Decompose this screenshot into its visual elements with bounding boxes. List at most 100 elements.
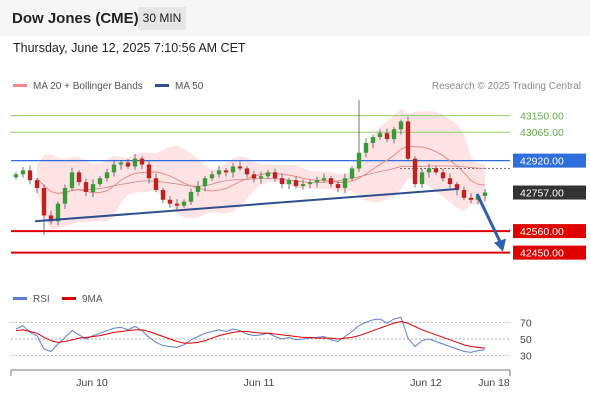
ma50-legend-swatch [155, 84, 169, 87]
rsi-line [15, 316, 486, 353]
last-price-label-box [513, 185, 586, 200]
resistance-label: 43150.00 [520, 111, 564, 123]
candle-body [342, 178, 348, 189]
timeframe-button[interactable]: 30 MIN [138, 7, 186, 30]
bollinger-band-fill [37, 109, 485, 230]
candle-body [90, 184, 96, 192]
rsi-panel: 70 50 30 [11, 316, 532, 363]
candle-body [272, 172, 278, 179]
candle-body [300, 184, 306, 187]
rsi-tick-label: 30 [520, 351, 532, 363]
candle-body [265, 172, 271, 177]
candle-body [34, 180, 40, 189]
forecast-arrow-head [494, 238, 506, 252]
candle-body [363, 142, 369, 153]
rsi-ma-legend-swatch [62, 297, 76, 300]
candle-body [146, 164, 152, 179]
ma20-legend-swatch [13, 84, 27, 87]
candle-body [314, 180, 320, 183]
trendline [34, 188, 458, 223]
forecast-arrow-shaft [475, 193, 502, 243]
candle-body [160, 189, 166, 200]
candle-body [188, 191, 194, 202]
candle-body [419, 172, 425, 185]
chart-header-bar: Dow Jones (CME) 30 MIN [0, 0, 590, 36]
rsi-legend-swatch [13, 297, 27, 300]
time-axis: Jun 10 Jun 11 Jun 12 Jun 18 [10, 369, 511, 389]
ma20-legend-label: MA 20 + Bollinger Bands [33, 81, 143, 92]
candle-body [230, 166, 236, 173]
candle-body [83, 182, 89, 192]
candle-body [48, 215, 54, 222]
candle-body [251, 174, 257, 179]
candle-body [69, 172, 75, 189]
x-tick-label: Jun 10 [76, 377, 108, 389]
candle-body [328, 178, 334, 185]
candle-body [216, 170, 222, 175]
chart-datetime: Thursday, June 12, 2025 7:10:56 AM CET [13, 41, 246, 55]
trendline-group [34, 188, 506, 252]
candle-body [237, 166, 243, 169]
candle-body [286, 180, 292, 185]
candle-body [62, 188, 68, 204]
candle-body [167, 199, 173, 204]
resistance-label: 43065.00 [520, 127, 564, 139]
candle-body [377, 133, 383, 138]
x-tick-label: Jun 11 [244, 377, 275, 389]
x-tick-label: Jun 12 [410, 377, 442, 389]
candle-body [468, 197, 474, 200]
support-label: 42560.00 [520, 226, 564, 238]
rsi-tick-label: 70 [520, 317, 532, 329]
candle-body [482, 192, 488, 196]
rsi-ma-legend-label: 9MA [82, 294, 103, 305]
candle-body [335, 184, 341, 189]
pivot-label-box [513, 153, 586, 168]
support-label-box [513, 224, 586, 239]
x-tick-label: Jun 18 [478, 377, 510, 389]
candle-body [27, 170, 33, 181]
candle-body [209, 174, 215, 179]
candle-body [398, 121, 404, 130]
candle-body [153, 178, 159, 190]
support-label-box [513, 245, 586, 260]
candle-body [125, 162, 131, 167]
candle-body [293, 180, 299, 187]
candle-body [412, 158, 418, 185]
last-price-label: 42757.00 [520, 188, 564, 200]
pivot-label: 42920.00 [520, 156, 564, 168]
candle-body [321, 178, 327, 181]
candle-body [447, 178, 453, 185]
candle-body [181, 201, 187, 206]
candle-body [41, 188, 47, 216]
candle-body [111, 164, 117, 173]
candle-body [104, 172, 110, 179]
rsi-tick-label: 50 [520, 334, 532, 346]
price-level-labels: 43150.00 43065.00 42920.00 42757.00 42560.00… [513, 111, 586, 260]
candle-body [97, 178, 103, 185]
candle-body [118, 162, 124, 165]
credit-text: Research © 2025 Trading Central [432, 81, 581, 92]
candle-body [391, 129, 397, 140]
candle-body [461, 189, 467, 198]
candle-body [440, 172, 446, 179]
candle-body [244, 168, 250, 175]
rsi-legend-label: RSI [33, 294, 50, 305]
candle-body [174, 203, 180, 206]
candlesticks [13, 99, 488, 236]
candle-body [349, 168, 355, 179]
candle-body [405, 121, 411, 159]
candle-body [132, 158, 138, 167]
bollinger-band-area [37, 109, 485, 230]
candle-body [258, 176, 264, 179]
candle-body [20, 170, 26, 175]
candle-body [279, 178, 285, 185]
candle-body [223, 170, 229, 173]
candle-body [139, 158, 145, 165]
support-label: 42450.00 [520, 248, 564, 260]
candle-body [76, 172, 82, 183]
candle-body [55, 203, 61, 222]
candle-body [356, 152, 362, 169]
candle-body [426, 168, 432, 173]
candle-body [13, 174, 19, 178]
